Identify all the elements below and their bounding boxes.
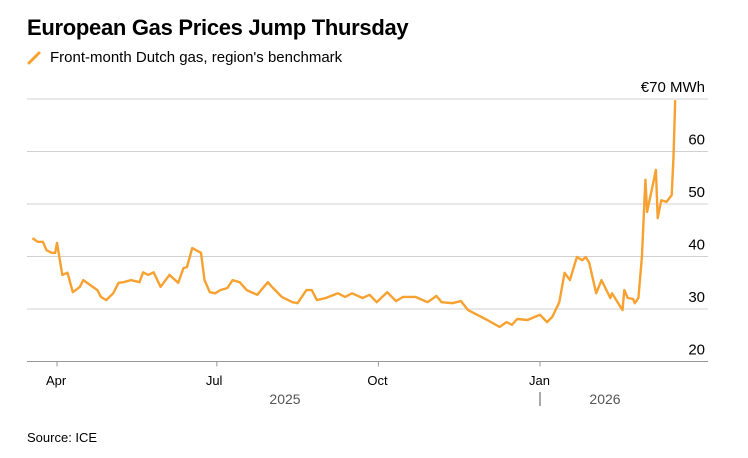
y-tick-label: 40 (688, 237, 705, 254)
x-tick-label: Apr (46, 373, 67, 388)
legend-label: Front-month Dutch gas, region's benchmar… (50, 49, 343, 66)
year-label: 2026 (589, 391, 620, 407)
chart-title: European Gas Prices Jump Thursday (27, 15, 409, 40)
legend-swatch-icon (27, 51, 41, 64)
year-label: 2025 (269, 391, 300, 407)
y-tick-label: 30 (688, 289, 705, 306)
x-tick-label: Jul (206, 373, 223, 388)
x-tick-label: Oct (367, 373, 388, 388)
y-unit-label: €70 MWh (641, 79, 705, 96)
y-tick-label: 60 (688, 132, 705, 149)
source-note: Source: ICE (27, 430, 98, 445)
legend: Front-month Dutch gas, region's benchmar… (27, 49, 342, 66)
x-tick-label: Jan (529, 373, 550, 388)
series-line (31, 100, 677, 329)
y-tick-label: 50 (688, 184, 705, 201)
y-tick-label: 20 (688, 342, 705, 359)
